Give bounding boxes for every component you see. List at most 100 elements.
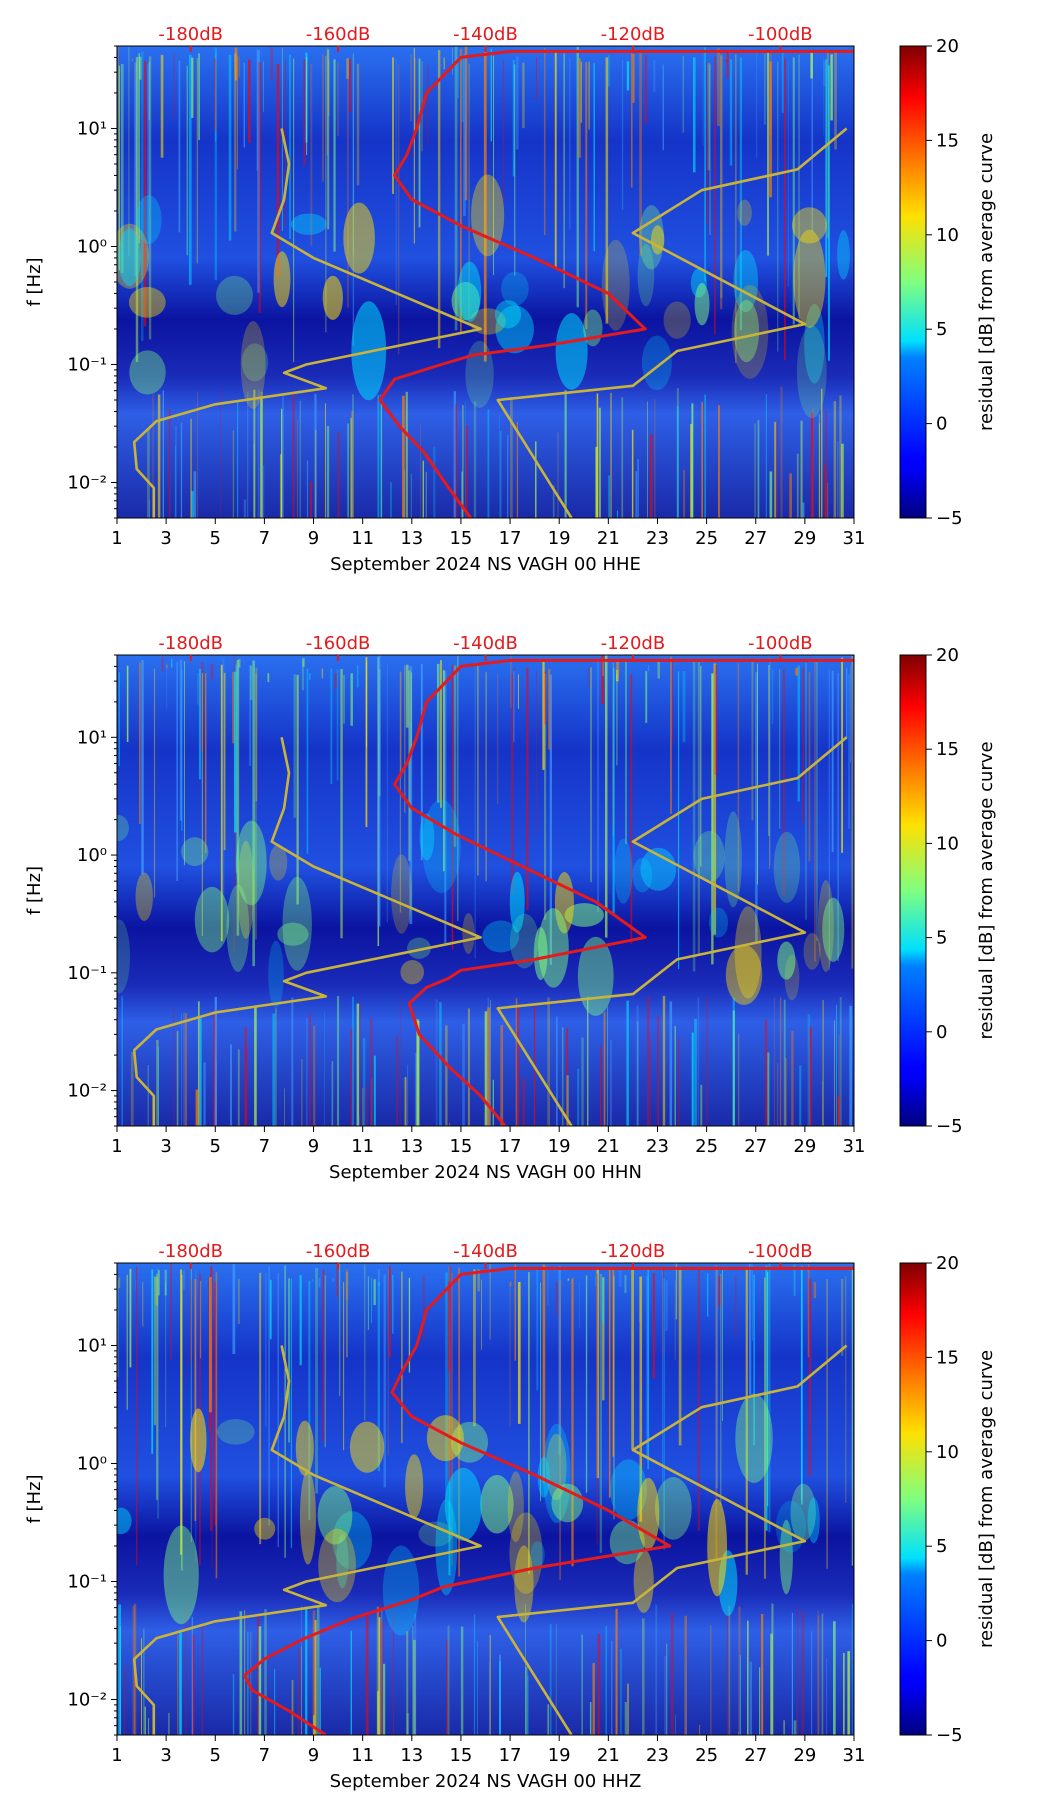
y-tick-label: 10⁻²	[67, 472, 107, 493]
colorbar-gradient	[899, 1262, 927, 1736]
x-tick-label: 31	[843, 528, 866, 549]
texture-blob	[268, 940, 284, 1008]
texture-blob	[731, 284, 769, 379]
db-tick-label: -100dB	[748, 24, 813, 45]
texture-blob	[295, 1420, 314, 1476]
texture-blob	[237, 840, 255, 939]
y-tick-label: 10⁻²	[67, 1689, 107, 1710]
x-tick-label: 7	[259, 528, 270, 549]
heatmap-area	[117, 1263, 854, 1735]
texture-blob	[837, 230, 850, 280]
texture-blob	[735, 1393, 773, 1484]
db-tick-label: -140dB	[453, 24, 518, 45]
texture-blob	[514, 1545, 534, 1623]
x-tick-label: 1	[111, 1745, 122, 1766]
db-tick-label: -120dB	[601, 1241, 666, 1262]
colorbar: −5 0 5 10 15 20 residual [dB] from average cur…	[899, 1253, 997, 1746]
texture-blob	[790, 1483, 816, 1542]
y-axis-label: f [Hz]	[24, 257, 45, 306]
db-tick-label: -140dB	[453, 633, 518, 654]
colorbar-tick-label: 15	[936, 739, 959, 760]
texture-blob	[542, 1423, 571, 1524]
x-tick-label: 25	[695, 1745, 718, 1766]
texture-blob	[241, 343, 269, 382]
texture-blob	[163, 1525, 199, 1625]
y-axis: 10⁻² 10⁻¹ 10⁰ 10¹	[67, 654, 117, 1127]
texture-blob	[418, 1521, 454, 1547]
x-axis-label: September 2024 NS VAGH 00 HHE	[330, 554, 641, 575]
texture-blob	[734, 906, 762, 999]
texture-blob	[128, 287, 166, 318]
texture-blob	[343, 202, 375, 274]
texture-blob	[663, 301, 691, 339]
texture-blob	[773, 831, 801, 904]
nhnm-curve	[496, 736, 848, 1126]
x-tick-label: 21	[597, 1136, 620, 1157]
top-db-axis: -180dB -160dB -140dB -120dB -100dB	[158, 633, 813, 661]
x-tick-label: 3	[160, 1745, 171, 1766]
y-tick-label: 10⁻¹	[67, 354, 107, 375]
x-tick-label: 27	[744, 1136, 767, 1157]
x-tick-label: 23	[646, 1136, 669, 1157]
texture-blob	[226, 884, 250, 972]
texture-blob	[725, 945, 763, 1005]
texture-blob	[405, 1454, 424, 1519]
colorbar-tick-label: 10	[936, 225, 959, 246]
x-tick-label: 21	[597, 528, 620, 549]
x-tick-label: 7	[259, 1136, 270, 1157]
texture-blob	[117, 814, 129, 842]
texture-blob	[426, 1415, 464, 1462]
texture-blob	[465, 340, 494, 408]
texture-blob	[117, 223, 149, 289]
texture-blob	[407, 937, 431, 959]
colorbar-tick-label: 0	[936, 1631, 947, 1652]
texture-blob	[189, 1408, 207, 1473]
texture-blob	[724, 811, 742, 908]
texture-blob	[791, 207, 827, 244]
texture-blob	[290, 213, 327, 235]
texture-blob	[533, 927, 548, 981]
texture-blob	[181, 837, 209, 867]
texture-blob	[822, 897, 845, 962]
x-tick-label: 3	[160, 528, 171, 549]
x-tick-label: 7	[259, 1745, 270, 1766]
texture-blob	[480, 1474, 514, 1534]
y-tick-label: 10⁻¹	[67, 963, 107, 984]
colorbar-tick-label: 20	[936, 1253, 959, 1274]
y-axis: 10⁻² 10⁻¹ 10⁰ 10¹	[67, 1262, 117, 1736]
colorbar-tick-label: 0	[936, 1022, 947, 1043]
texture-blob	[391, 854, 412, 934]
colorbar-label: residual [dB] from average curve	[976, 133, 997, 431]
y-tick-label: 10⁰	[77, 845, 107, 866]
db-tick-label: -180dB	[158, 633, 223, 654]
colorbar-tick-label: 20	[936, 36, 959, 57]
colorbar: −5 0 5 10 15 20 residual [dB] from average cur…	[899, 36, 997, 529]
colorbar: −5 0 5 10 15 20 residual [dB] from average cur…	[899, 645, 997, 1137]
texture-blob	[614, 838, 633, 904]
y-tick-label: 10¹	[77, 1335, 107, 1356]
colorbar-tick-label: 10	[936, 833, 959, 854]
texture-blob	[803, 932, 821, 970]
texture-blob	[737, 199, 752, 227]
texture-blob	[299, 1470, 316, 1565]
texture-blob	[269, 844, 288, 881]
db-tick-label: -180dB	[158, 1241, 223, 1262]
average-curve	[243, 1266, 854, 1735]
texture-blob	[451, 1421, 489, 1463]
db-tick-label: -160dB	[306, 1241, 371, 1262]
colorbar-tick-label: −5	[936, 508, 963, 529]
texture-blob	[654, 1477, 692, 1540]
texture-blob	[118, 228, 141, 287]
texture-blob	[641, 335, 672, 391]
texture-blob	[777, 941, 796, 980]
texture-blob	[451, 281, 480, 321]
texture-blob	[419, 813, 435, 861]
x-tick-label: 23	[646, 1745, 669, 1766]
texture-blob	[694, 283, 710, 326]
texture-blob	[733, 300, 760, 363]
texture-blob	[332, 1511, 373, 1570]
colorbar-gradient	[899, 45, 927, 519]
colorbar-tick-label: 0	[936, 414, 947, 435]
db-tick-label: -100dB	[748, 633, 813, 654]
